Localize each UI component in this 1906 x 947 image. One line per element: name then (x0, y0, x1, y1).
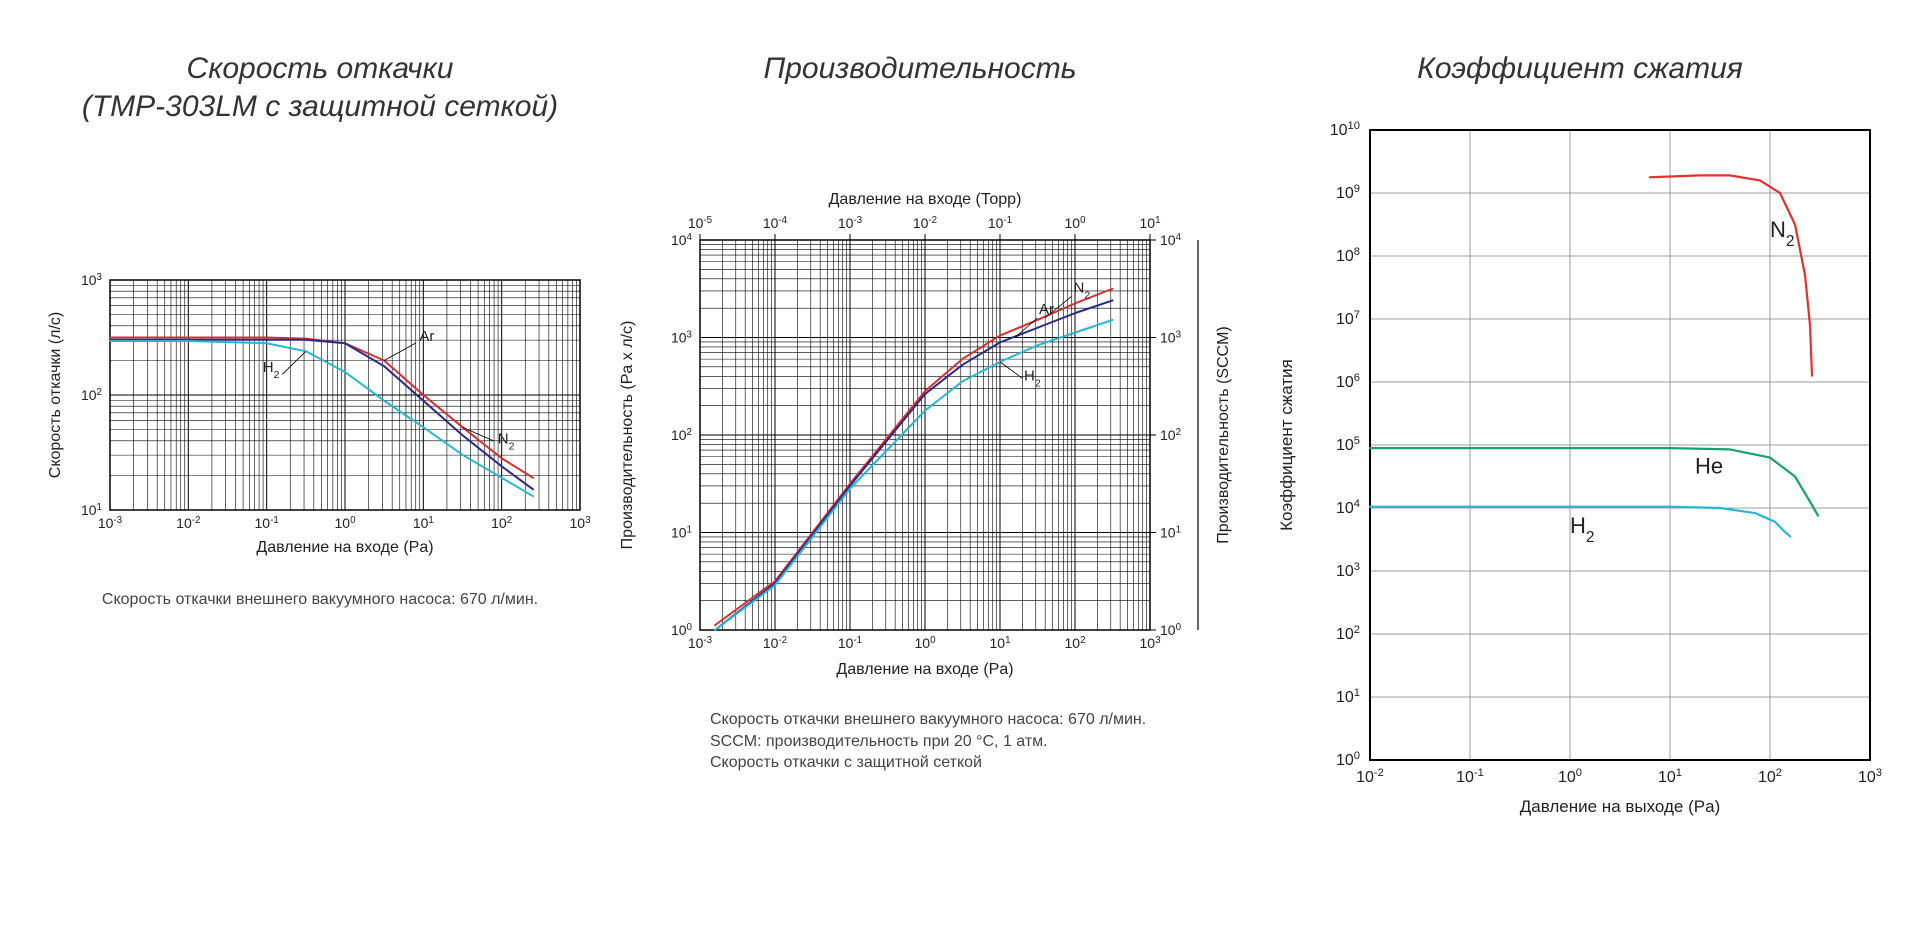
svg-text:1010: 1010 (1330, 120, 1360, 139)
svg-text:10-2: 10-2 (913, 215, 937, 232)
svg-text:101: 101 (989, 635, 1010, 652)
svg-text:100: 100 (1064, 215, 1086, 232)
svg-text:10-3: 10-3 (838, 215, 863, 232)
panel2-chart-wrap: 10-310-210-11001011021031001011021031041… (600, 170, 1240, 774)
svg-text:10-1: 10-1 (255, 515, 279, 532)
svg-text:10-4: 10-4 (763, 215, 788, 232)
panel-throughput: Производительность (640, 50, 1200, 88)
svg-text:He: He (1695, 453, 1723, 478)
svg-text:103: 103 (671, 329, 693, 346)
svg-text:102: 102 (671, 427, 692, 444)
svg-text:101: 101 (1336, 687, 1360, 706)
panel1-title: Скорость откачки (TMP-303LM с защитной с… (40, 50, 600, 125)
svg-text:102: 102 (491, 515, 512, 532)
svg-text:10-1: 10-1 (1456, 767, 1484, 786)
panel-compression: Коэффициент сжатия (1280, 50, 1880, 88)
svg-text:103: 103 (1336, 561, 1360, 580)
svg-text:104: 104 (1336, 498, 1360, 517)
panel2-cap-2: SCCM: производительность при 20 °C, 1 ат… (710, 731, 1240, 753)
panel2-cap-1: Скорость откачки внешнего вакуумного нас… (710, 709, 1240, 731)
panel3-title: Коэффициент сжатия (1280, 50, 1880, 88)
svg-text:Давление на выходе (Pa): Давление на выходе (Pa) (1520, 797, 1720, 816)
svg-text:100: 100 (1336, 750, 1360, 769)
panel-pumping-speed: Скорость откачки (TMP-303LM с защитной с… (40, 50, 600, 125)
svg-text:10-1: 10-1 (838, 635, 862, 652)
svg-text:102: 102 (1160, 427, 1181, 444)
svg-text:106: 106 (1336, 372, 1360, 391)
svg-text:103: 103 (1160, 329, 1182, 346)
page: Скорость откачки (TMP-303LM с защитной с… (0, 0, 1906, 947)
svg-text:H2: H2 (1570, 513, 1594, 546)
chart-throughput: 10-310-210-11001011021031001011021031041… (600, 170, 1240, 690)
svg-text:10-3: 10-3 (98, 515, 123, 532)
svg-text:101: 101 (1160, 524, 1181, 541)
svg-text:108: 108 (1336, 246, 1360, 265)
svg-text:10-5: 10-5 (688, 215, 713, 232)
svg-text:Давление на входе (Pa): Давление на входе (Pa) (836, 661, 1013, 678)
chart-pumping-speed: 10-310-210-1100101102103101102103ArN2H2Д… (40, 270, 600, 570)
chart-compression: 10-2 10-1 100 101 102 103 100 101 102 103 104 105 10… (1260, 110, 1900, 830)
svg-text:10-3: 10-3 (688, 635, 713, 652)
svg-text:Давление на входе (Торр): Давление на входе (Торр) (829, 191, 1022, 208)
svg-text:103: 103 (81, 272, 103, 289)
svg-text:10-2: 10-2 (176, 515, 200, 532)
svg-text:101: 101 (1139, 215, 1160, 232)
svg-text:100: 100 (1160, 622, 1182, 639)
panel3-chart-wrap: 10-2 10-1 100 101 102 103 100 101 102 103 104 105 10… (1260, 110, 1900, 835)
svg-text:104: 104 (1160, 232, 1182, 249)
svg-text:100: 100 (1558, 767, 1582, 786)
svg-text:102: 102 (1064, 635, 1085, 652)
svg-text:101: 101 (1658, 767, 1682, 786)
svg-text:10-1: 10-1 (988, 215, 1012, 232)
svg-text:Ar: Ar (1039, 301, 1054, 318)
svg-text:102: 102 (1336, 624, 1360, 643)
svg-text:100: 100 (914, 635, 936, 652)
svg-text:Скорость откачки (л/с): Скорость откачки (л/с) (47, 312, 64, 478)
svg-text:101: 101 (413, 515, 434, 532)
svg-text:Производительность (SCCM): Производительность (SCCM) (1215, 326, 1232, 544)
svg-text:102: 102 (1758, 767, 1782, 786)
svg-text:104: 104 (671, 232, 693, 249)
svg-text:103: 103 (1858, 767, 1882, 786)
panel1-chart-wrap: 10-310-210-1100101102103101102103ArN2H2Д… (40, 270, 600, 611)
svg-text:107: 107 (1336, 309, 1360, 328)
svg-text:103: 103 (1139, 635, 1161, 652)
svg-text:Коэффициент сжатия: Коэффициент сжатия (1277, 359, 1296, 531)
svg-text:105: 105 (1336, 435, 1360, 454)
svg-text:103: 103 (569, 515, 591, 532)
panel2-cap-3: Скорость откачки с защитной сеткой (710, 752, 1240, 774)
panel1-caption: Скорость откачки внешнего вакуумного нас… (40, 589, 600, 611)
panel2-title: Производительность (640, 50, 1200, 88)
svg-text:Давление на входе (Pa): Давление на входе (Pa) (256, 539, 433, 556)
svg-text:102: 102 (81, 387, 102, 404)
svg-text:Производительность (Pa x л/с): Производительность (Pa x л/с) (619, 321, 636, 550)
svg-text:101: 101 (671, 524, 692, 541)
svg-text:100: 100 (334, 515, 356, 532)
panel2-caption: Скорость откачки внешнего вакуумного нас… (710, 709, 1240, 774)
svg-text:10-2: 10-2 (1356, 767, 1384, 786)
svg-text:109: 109 (1336, 183, 1360, 202)
svg-text:N2: N2 (1770, 217, 1794, 250)
svg-text:10-2: 10-2 (763, 635, 787, 652)
svg-text:Ar: Ar (419, 328, 434, 345)
